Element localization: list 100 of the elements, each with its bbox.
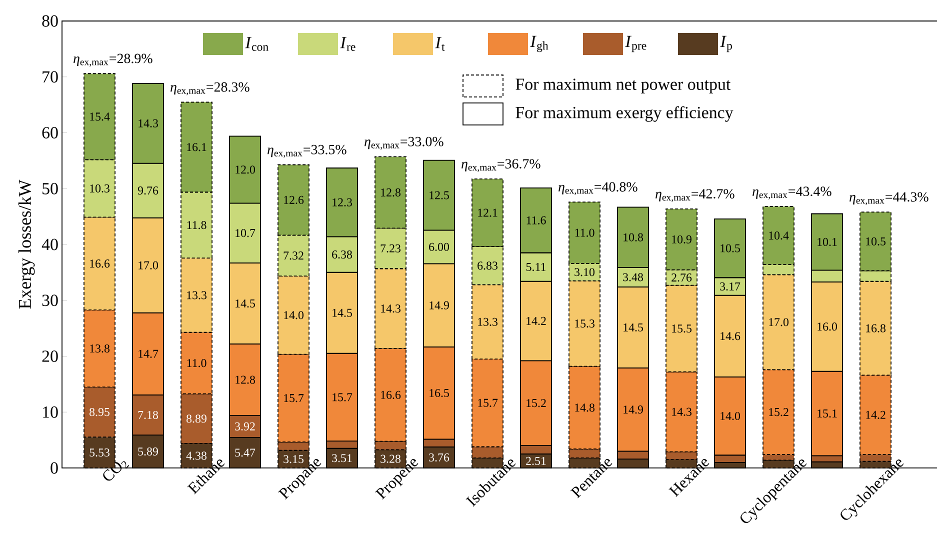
data-label: 15.7 xyxy=(332,393,352,402)
data-label: 3.76 xyxy=(429,453,450,462)
data-label: 14.5 xyxy=(624,323,644,332)
data-label: 8.89 xyxy=(186,414,206,423)
data-label: 14.0 xyxy=(720,412,740,420)
data-label: 11.0 xyxy=(187,359,206,368)
data-label: 12.6 xyxy=(284,196,304,204)
data-label: 15.3 xyxy=(575,320,595,328)
data-label: 14.2 xyxy=(526,316,546,326)
data-label: 3.48 xyxy=(623,273,644,282)
data-label: 10.7 xyxy=(236,229,256,238)
data-label: 14.6 xyxy=(720,332,740,340)
data-label: 16.6 xyxy=(90,260,110,268)
data-label: 5.53 xyxy=(90,448,110,457)
data-label: 16.6 xyxy=(381,390,401,399)
data-label: 12.3 xyxy=(332,198,352,206)
y-tick-label: 70 xyxy=(42,71,58,83)
data-label: 7.23 xyxy=(380,244,401,252)
data-label: 10.3 xyxy=(90,184,110,193)
data-label: 7.32 xyxy=(284,252,304,260)
data-label: 15.2 xyxy=(526,399,546,408)
legend-label: I$_{t}$ xyxy=(435,37,445,51)
annotation: η$_{ex,max}$=28.9% xyxy=(74,54,152,67)
y-tick-label: 60 xyxy=(42,127,58,138)
data-label: 14.5 xyxy=(236,299,256,308)
annotation: η$_{ex,max}$=33.5% xyxy=(268,144,346,158)
annotation: η$_{ex,max}$=42.7% xyxy=(656,189,734,202)
y-tick-label: 40 xyxy=(42,238,58,250)
data-label: 3.17 xyxy=(720,282,740,291)
data-label: 8.95 xyxy=(90,408,110,416)
annotation: For maximum exergy efficiency xyxy=(516,106,734,122)
data-label: 14.8 xyxy=(575,404,595,412)
data-label: 14.9 xyxy=(624,406,643,414)
legend-label: I$_{gh}$ xyxy=(530,36,548,52)
y-tick-label: 0 xyxy=(50,462,58,474)
data-label: 12.5 xyxy=(430,191,450,200)
data-label: 9.76 xyxy=(138,186,158,195)
data-label: 10.4 xyxy=(769,231,789,240)
data-label: 13.8 xyxy=(90,344,110,353)
data-label: 14.7 xyxy=(138,350,158,358)
annotation: η$_{ex,max}$=36.7% xyxy=(462,159,540,172)
data-label: 15.7 xyxy=(284,394,304,402)
data-label: 11.0 xyxy=(575,228,594,237)
data-label: 7.18 xyxy=(138,410,158,420)
data-label: 10.9 xyxy=(672,235,692,244)
y-tick-label: 20 xyxy=(42,350,58,362)
legend-label: I$_{re}$ xyxy=(340,37,356,51)
data-label: 12.1 xyxy=(478,208,498,217)
data-label: 14.2 xyxy=(866,410,886,419)
data-label: 12.8 xyxy=(236,376,256,384)
annotation: η$_{ex,max}$=43.4% xyxy=(752,186,832,200)
data-label: 17.0 xyxy=(138,261,158,270)
data-label: 15.1 xyxy=(818,409,837,418)
data-label: 15.2 xyxy=(769,408,788,416)
data-label: 2.76 xyxy=(672,274,692,282)
data-label: 5.89 xyxy=(138,447,158,456)
data-label: 13.3 xyxy=(478,318,498,326)
legend-label: I$_{p}$ xyxy=(720,36,732,52)
legend-label: I$_{con}$ xyxy=(245,37,268,51)
y-tick-label: 10 xyxy=(43,406,58,418)
y-tick-label: 50 xyxy=(42,182,58,194)
data-label: 13.3 xyxy=(187,291,207,300)
data-label: 3.92 xyxy=(235,422,255,431)
data-label: 10.5 xyxy=(720,244,740,252)
data-label: 16.5 xyxy=(430,389,450,398)
data-label: 14.3 xyxy=(138,119,158,128)
data-label: 12.0 xyxy=(236,166,256,174)
data-label: 6.83 xyxy=(478,262,498,270)
y-axis-title: Exergy losses/kW xyxy=(18,180,35,309)
data-label: 14.3 xyxy=(672,408,692,416)
annotation: η$_{ex,max}$=33.0% xyxy=(364,136,444,150)
annotation: η$_{ex,max}$=44.3% xyxy=(850,192,928,206)
data-label: 14.0 xyxy=(284,311,304,320)
y-tick-label: 80 xyxy=(42,15,58,27)
data-label: 12.8 xyxy=(381,188,401,197)
data-label: 15.7 xyxy=(478,398,498,407)
data-label: 6.00 xyxy=(429,242,450,252)
data-label: 3.51 xyxy=(332,454,352,462)
data-label: 14.5 xyxy=(332,308,352,317)
data-label: 16.8 xyxy=(866,324,886,332)
data-label: 14.9 xyxy=(430,301,449,310)
data-label: 5.47 xyxy=(235,448,256,457)
annotation: η$_{ex,max}$=28.3% xyxy=(170,82,250,96)
data-label: 14.3 xyxy=(381,304,401,313)
data-label: 3.10 xyxy=(574,268,595,276)
data-label: 11.6 xyxy=(526,216,546,224)
data-label: 15.5 xyxy=(672,324,692,333)
legend-label: I$_{pre}$ xyxy=(625,36,646,52)
data-label: 10.1 xyxy=(818,238,837,246)
data-label: 11.8 xyxy=(187,221,206,230)
data-label: 6.38 xyxy=(332,250,352,259)
data-label: 2.51 xyxy=(526,456,546,466)
y-tick-label: 30 xyxy=(42,294,58,306)
data-label: 17.0 xyxy=(769,318,789,326)
annotation: For maximum net power output xyxy=(516,78,731,94)
data-label: 16.1 xyxy=(187,143,206,152)
data-label: 16.0 xyxy=(818,322,838,331)
annotation: η$_{ex,max}$=40.8% xyxy=(558,182,638,196)
data-label: 10.8 xyxy=(624,233,644,242)
data-label: 15.4 xyxy=(90,112,110,121)
